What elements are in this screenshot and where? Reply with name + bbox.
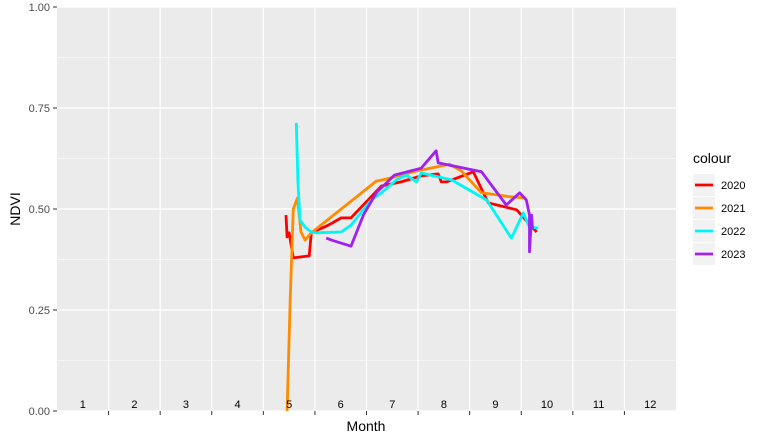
legend: colour 2020 2021 2022 2023 xyxy=(693,150,745,265)
y-tick-label: 0.25 xyxy=(29,305,50,317)
month-label: 3 xyxy=(183,399,189,411)
legend-label: 2020 xyxy=(721,180,745,192)
month-label: 9 xyxy=(492,399,498,411)
y-axis-title: NDVI xyxy=(7,192,23,225)
month-label: 12 xyxy=(644,399,656,411)
series-line-2022 xyxy=(294,122,539,240)
legend-label: 2022 xyxy=(721,226,745,238)
y-tick-label: 1.00 xyxy=(29,2,50,14)
month-label: 7 xyxy=(389,399,395,411)
month-label: 10 xyxy=(541,399,553,411)
month-label: 6 xyxy=(338,399,344,411)
series-line-2023 xyxy=(325,149,534,254)
month-label: 11 xyxy=(593,399,604,411)
legend-label: 2021 xyxy=(721,203,745,215)
y-tick-label: 0.00 xyxy=(29,406,50,418)
legend-label: 2023 xyxy=(721,249,745,261)
month-label: 1 xyxy=(80,399,86,411)
y-tick-label: 0.75 xyxy=(29,103,50,115)
month-label: 8 xyxy=(441,399,447,411)
y-tick-label: 0.50 xyxy=(29,204,50,216)
month-label: 5 xyxy=(286,399,292,411)
x-axis-title: Month xyxy=(347,418,386,434)
legend-title: colour xyxy=(693,150,731,166)
month-label: 2 xyxy=(131,399,137,411)
month-label: 4 xyxy=(234,399,240,411)
series-line-2021 xyxy=(285,162,527,412)
